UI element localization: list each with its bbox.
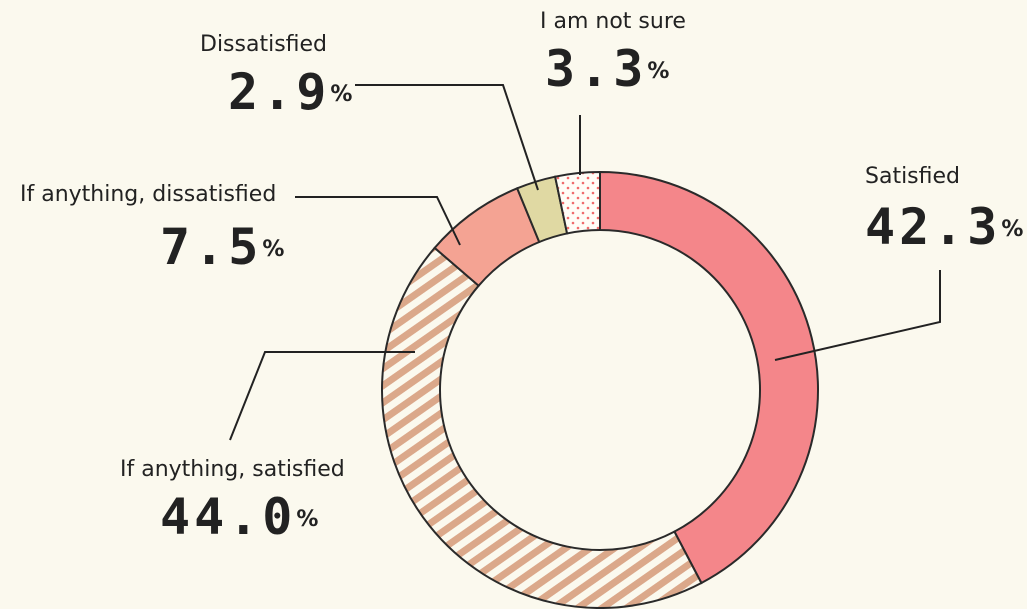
leader-line [295,196,461,246]
value-label: 44.0% [160,488,318,546]
category-label: I am not sure [540,9,686,34]
category-label: Dissatisfied [200,32,327,57]
value-label: 2.9% [228,63,352,121]
donut-slice [553,170,601,235]
value-label: 3.3% [545,40,669,98]
leader-line [774,270,941,361]
category-label: If anything, satisfied [120,457,345,482]
donut-slice [381,246,703,609]
donut-slice [599,170,819,585]
value-label: 42.3% [865,198,1023,256]
category-label: Satisfied [865,164,960,189]
category-label: If anything, dissatisfied [20,182,276,207]
leader-line [229,351,415,441]
leader-line [355,84,539,191]
value-label: 7.5% [160,218,284,276]
